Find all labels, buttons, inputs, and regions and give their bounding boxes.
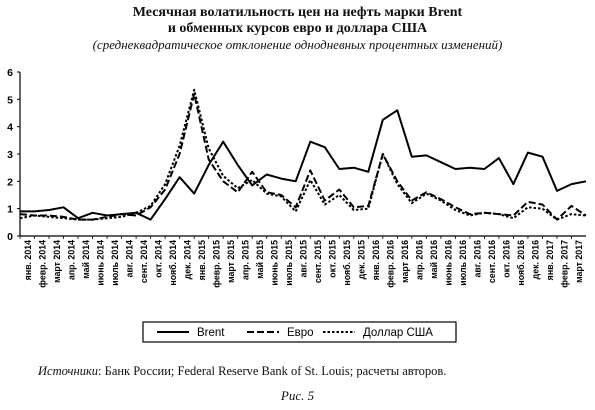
y-tick-label: 3 <box>7 149 13 161</box>
x-tick-label: нояб. 2014 <box>168 240 178 286</box>
y-tick-label: 2 <box>7 176 13 188</box>
x-tick-label: дек. 2014 <box>182 240 192 279</box>
figure-caption: Рис. 5 <box>280 388 315 403</box>
y-tick-label: 1 <box>7 204 13 216</box>
x-tick-label: сент. 2014 <box>139 240 149 283</box>
x-tick-label: янв. 2017 <box>545 240 555 280</box>
x-tick-label: янв. 2015 <box>197 240 207 280</box>
x-tick-label: авг. 2016 <box>473 240 483 278</box>
x-tick-label: март 2016 <box>400 240 410 283</box>
x-tick-label: апр. 2014 <box>66 240 76 280</box>
y-tick-label: 6 <box>7 67 13 79</box>
x-tick-label: авг. 2014 <box>124 240 134 278</box>
y-tick-label: 4 <box>7 122 13 134</box>
x-tick-label: март 2014 <box>52 240 62 283</box>
x-tick-label: июнь 2015 <box>269 240 279 286</box>
series-line-евро <box>19 92 587 221</box>
y-tick-label: 0 <box>7 231 13 243</box>
x-tick-label: май 2014 <box>81 240 91 279</box>
x-tick-label: февр. 2015 <box>211 240 221 288</box>
x-tick-label: янв. 2016 <box>371 240 381 280</box>
chart-subtitle: (среднеквадратическое отклонение однодне… <box>92 37 503 52</box>
series-line-brent <box>20 109 587 221</box>
legend-label: Евро <box>287 327 314 339</box>
x-tick-label: окт. 2014 <box>153 240 163 278</box>
x-tick-label: авг. 2015 <box>299 240 309 278</box>
x-tick-label: февр. 2017 <box>560 240 570 288</box>
x-tick-label: нояб. 2015 <box>342 240 352 286</box>
x-tick-label: июнь 2016 <box>444 240 454 286</box>
source-note: Источники: Банк России; Federal Reserve … <box>38 364 446 379</box>
x-tick-label: май 2015 <box>255 240 265 279</box>
x-tick-label: июль 2014 <box>110 240 120 286</box>
x-tick-label: окт. 2015 <box>328 240 338 278</box>
series-line-доллар-сша <box>19 88 587 221</box>
x-tick-label: апр. 2015 <box>240 240 250 280</box>
chart-title-line-1: Месячная волатильность цен на нефть марк… <box>132 5 463 20</box>
x-tick-label: июнь 2014 <box>95 240 105 286</box>
x-tick-label: окт. 2016 <box>502 240 512 278</box>
x-tick-label: май 2016 <box>429 240 439 279</box>
x-tick-label: февр. 2014 <box>37 240 47 288</box>
legend-box <box>142 321 457 343</box>
x-tick-label: сент. 2016 <box>487 240 497 283</box>
x-tick-label: февр. 2016 <box>386 240 396 288</box>
x-tick-label: март 2015 <box>226 240 236 283</box>
source-text: : Банк России; Federal Reserve Bank of S… <box>98 364 447 378</box>
chart-title-line-2: и обменных курсов евро и доллара США <box>167 21 428 36</box>
y-tick-label: 5 <box>7 94 13 106</box>
x-tick-label: янв. 2014 <box>23 240 33 280</box>
x-tick-label: июль 2015 <box>284 240 294 286</box>
x-tick-label: дек. 2015 <box>357 240 367 279</box>
x-tick-label: дек. 2016 <box>531 240 541 279</box>
x-tick-label: нояб. 2016 <box>516 240 526 286</box>
line-chart: 0 1 2 3 4 5 6 янв. 2014 февр. 2014 март 2014 апр. … <box>7 67 587 343</box>
x-tick-label: сент. 2015 <box>313 240 323 283</box>
x-tick-label: июль 2016 <box>458 240 468 286</box>
legend-label: Доллар США <box>363 327 433 339</box>
x-tick-label: март 2017 <box>574 240 584 283</box>
source-lead: Источники <box>38 364 99 378</box>
x-tick-label: апр. 2016 <box>415 240 425 280</box>
legend-label: Brent <box>197 327 225 339</box>
